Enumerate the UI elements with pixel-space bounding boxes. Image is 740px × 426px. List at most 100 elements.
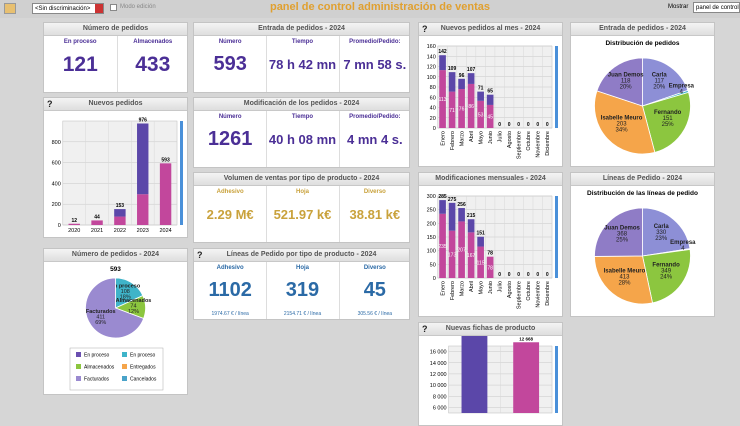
kpi-label: Número	[218, 114, 242, 120]
chart: 050100150200250300Enero235285Febrero1732…	[427, 194, 558, 309]
x-tick-label: Mayo	[479, 281, 485, 294]
bar-segment	[467, 219, 475, 233]
segment-label: 207	[457, 248, 466, 254]
total-label: 0	[536, 272, 539, 278]
x-tick-label: Marzo	[460, 131, 466, 146]
slice-percent: 20%	[653, 85, 666, 91]
x-tick-label: Diciembre	[545, 131, 551, 156]
plot: 0 20 40 60 80 100 120 140 160 Enero 113 142 Febrero 7…	[427, 44, 558, 159]
chart: Distribución de las líneas de pedido Carl…	[587, 190, 698, 305]
slice-percent: 23%	[655, 236, 668, 242]
slice-value: 4	[680, 90, 684, 96]
slice-percent: 20%	[620, 85, 633, 91]
bar-segment	[137, 194, 149, 225]
show-input[interactable]: panel de control a	[693, 2, 740, 13]
kpi-cell: Adhesivo 1102 1974.67 € / línea	[194, 262, 268, 319]
panel-body: 593 En proceso 108 18% Almacenados 74 12% Factu…	[44, 262, 187, 394]
total-label: 65	[487, 89, 493, 95]
help-icon[interactable]: ?	[197, 250, 203, 260]
x-tick-label: Enero	[441, 131, 447, 146]
total-label: 0	[517, 122, 520, 128]
help-icon[interactable]: ?	[422, 324, 428, 334]
x-tick-label: Diciembre	[545, 281, 551, 306]
legend-label: Cancelados	[130, 377, 157, 383]
help-icon[interactable]: ?	[47, 99, 53, 109]
panel-title-bar: ? Nuevos pedidos al mes - 2024	[419, 23, 562, 36]
legend-label: Entregados	[130, 365, 156, 371]
bar-segment	[114, 216, 126, 225]
bar-segment	[467, 232, 475, 278]
slice-value: 117	[654, 79, 664, 85]
panel-body: 0 200 400 600 800 2020 12 2021 44 2022 153 2023 976 2…	[44, 111, 187, 237]
panel-title: Nuevos pedidos al mes - 2024	[440, 25, 541, 32]
panel-title: Nuevos pedidos	[88, 100, 143, 107]
x-tick-label: 2020	[68, 228, 80, 234]
scroll-bar	[180, 121, 183, 225]
pie-slice	[642, 207, 691, 257]
x-tick-label: 2022	[114, 228, 126, 234]
panel-body: Adhesivo 1102 1974.67 € / línea Hoja 319 2154…	[194, 262, 409, 319]
chart: 0 200 400 600 800 2020 12 2021 44 2022 153 2023 976 2…	[52, 117, 183, 234]
kpi-value: 78 h 42 mn	[268, 57, 337, 72]
kpi-label: Tiempo	[291, 39, 314, 45]
bar-segment	[467, 73, 475, 84]
kpi-value: 121	[62, 53, 98, 76]
panel: Modificaciones mensuales - 2024 0 50 100 150…	[418, 172, 563, 317]
y-tick-label: 200	[427, 221, 436, 227]
x-tick-label: 2024	[159, 228, 171, 234]
total-label: 142	[438, 49, 447, 55]
kpi-cell: Hoja 521.97 k€	[266, 186, 340, 242]
legend-label: En proceso	[84, 353, 110, 359]
x-tick-label: Agosto	[507, 281, 513, 298]
bar-segment	[439, 70, 446, 128]
segment-label: 173	[448, 252, 457, 258]
bar-segment	[439, 55, 446, 71]
bar-segment	[68, 223, 80, 225]
x-tick-label: Mayo	[479, 131, 485, 144]
y-tick-label: 12 000	[430, 372, 447, 378]
panel-title-bar: ? Nuevos pedidos	[44, 98, 187, 111]
slice-name: Juan Demos	[604, 226, 640, 232]
panel-title-bar: Modificación de los pedidos - 2024	[194, 98, 409, 111]
icon[interactable]	[4, 3, 16, 14]
y-tick-label: 250	[427, 208, 436, 214]
panel-title-bar: ? Líneas de Pedido por tipo de producto -…	[194, 249, 409, 262]
kpi-cell: Número 593	[194, 36, 268, 92]
x-tick-label: Octubre	[526, 131, 532, 151]
slice-value: 74	[130, 303, 136, 309]
slice-value: 330	[656, 230, 667, 236]
bar-segment	[486, 94, 494, 105]
total-label: 593	[161, 157, 170, 163]
kpi-cell: En proceso 121	[44, 36, 118, 92]
x-tick-label: Abril	[469, 131, 475, 142]
kpi-note: 305.56 € / línea	[357, 311, 393, 317]
kpi-cell: Tiempo 78 h 42 mn	[266, 36, 340, 92]
bar-segment	[513, 342, 540, 413]
bar-segment	[448, 72, 456, 92]
segment-label: 71	[449, 108, 455, 114]
segment-label: 86	[468, 104, 474, 110]
panel-title: Número de pedidos - 2024	[71, 251, 160, 258]
filter-select[interactable]: <Sin discriminación>	[32, 3, 104, 14]
y-tick-label: 0	[58, 223, 61, 229]
kpi-label: Diverso	[363, 265, 386, 271]
y-tick-label: 120	[427, 65, 436, 71]
x-tick-label: Julio	[498, 131, 504, 142]
kpi-label: Hoja	[295, 189, 309, 195]
slice-percent: 28%	[618, 280, 631, 286]
total-label: 96	[459, 73, 465, 79]
kpi-label: Promedio/Pedido:	[349, 114, 401, 120]
slice-name: Facturados	[86, 309, 116, 315]
slice-percent: 25%	[616, 238, 629, 244]
edit-checkbox[interactable]	[110, 4, 117, 11]
y-tick-label: 800	[52, 140, 61, 146]
slice-name: Isabelle Meuro	[601, 116, 643, 122]
panel-title: Entrada de pedidos - 2024	[258, 25, 345, 32]
help-icon[interactable]: ?	[422, 24, 428, 34]
pie-slice	[642, 248, 691, 304]
total-label: 285	[438, 194, 447, 200]
slice-value: 413	[619, 274, 630, 280]
y-tick-label: 10 000	[430, 383, 447, 389]
y-tick-label: 150	[427, 235, 436, 241]
panel-body: Número 1261 Tiempo 40 h 08 mn Promedio/Pedid…	[194, 111, 409, 167]
